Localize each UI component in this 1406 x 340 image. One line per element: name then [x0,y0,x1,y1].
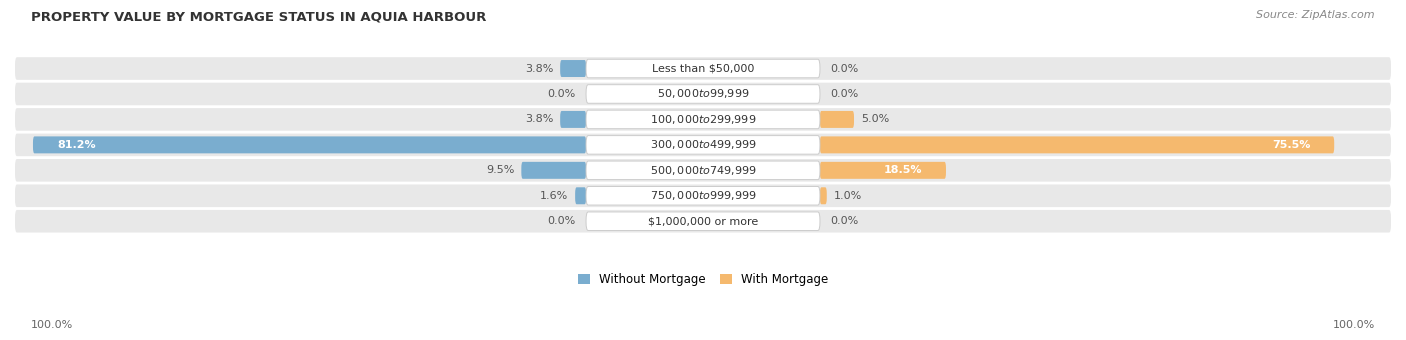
FancyBboxPatch shape [820,136,1334,153]
Legend: Without Mortgage, With Mortgage: Without Mortgage, With Mortgage [578,273,828,286]
Text: 100.0%: 100.0% [1333,320,1375,330]
FancyBboxPatch shape [575,187,586,204]
FancyBboxPatch shape [586,59,820,78]
Text: $50,000 to $99,999: $50,000 to $99,999 [657,87,749,101]
Text: Less than $50,000: Less than $50,000 [652,64,754,73]
Text: 0.0%: 0.0% [831,216,859,226]
FancyBboxPatch shape [820,111,853,128]
FancyBboxPatch shape [15,57,1391,80]
FancyBboxPatch shape [15,134,1391,156]
FancyBboxPatch shape [15,210,1391,233]
FancyBboxPatch shape [15,185,1391,207]
FancyBboxPatch shape [15,83,1391,105]
Text: 1.6%: 1.6% [540,191,568,201]
FancyBboxPatch shape [15,108,1391,131]
Text: 81.2%: 81.2% [58,140,96,150]
Text: 100.0%: 100.0% [31,320,73,330]
Text: $100,000 to $299,999: $100,000 to $299,999 [650,113,756,126]
Text: $500,000 to $749,999: $500,000 to $749,999 [650,164,756,177]
FancyBboxPatch shape [560,111,586,128]
FancyBboxPatch shape [586,136,820,154]
Text: 0.0%: 0.0% [547,216,575,226]
Text: 3.8%: 3.8% [524,64,554,73]
FancyBboxPatch shape [560,60,586,77]
Text: 1.0%: 1.0% [834,191,862,201]
FancyBboxPatch shape [586,110,820,129]
FancyBboxPatch shape [586,212,820,231]
FancyBboxPatch shape [15,159,1391,182]
Text: 9.5%: 9.5% [486,165,515,175]
Text: 0.0%: 0.0% [831,89,859,99]
Text: 0.0%: 0.0% [547,89,575,99]
FancyBboxPatch shape [586,85,820,103]
FancyBboxPatch shape [820,187,827,204]
FancyBboxPatch shape [522,162,586,179]
Text: $1,000,000 or more: $1,000,000 or more [648,216,758,226]
Text: 5.0%: 5.0% [860,115,889,124]
Text: Source: ZipAtlas.com: Source: ZipAtlas.com [1257,10,1375,20]
FancyBboxPatch shape [586,161,820,180]
Text: PROPERTY VALUE BY MORTGAGE STATUS IN AQUIA HARBOUR: PROPERTY VALUE BY MORTGAGE STATUS IN AQU… [31,10,486,23]
FancyBboxPatch shape [32,136,586,153]
FancyBboxPatch shape [586,187,820,205]
Text: 3.8%: 3.8% [524,115,554,124]
Text: 75.5%: 75.5% [1272,140,1310,150]
Text: 18.5%: 18.5% [883,165,922,175]
FancyBboxPatch shape [820,162,946,179]
Text: $300,000 to $499,999: $300,000 to $499,999 [650,138,756,151]
Text: $750,000 to $999,999: $750,000 to $999,999 [650,189,756,202]
Text: 0.0%: 0.0% [831,64,859,73]
